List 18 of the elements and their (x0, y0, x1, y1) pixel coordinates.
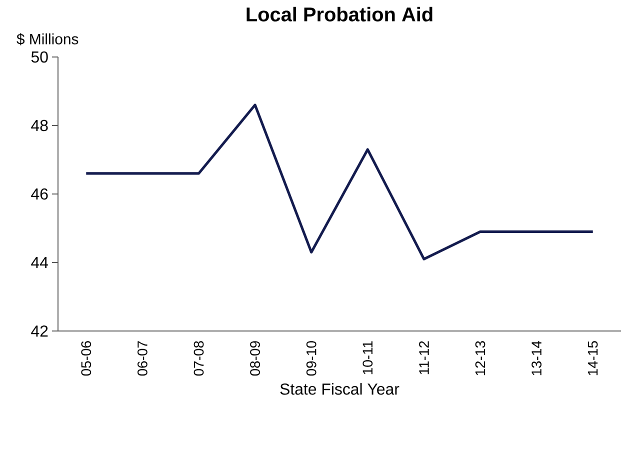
y-tick-label: 48 (31, 120, 48, 132)
y-tick-label: 44 (31, 257, 48, 268)
x-tick-label: 05-06 (81, 341, 92, 376)
x-tick-label: 13-14 (532, 340, 542, 376)
x-tick-label: 09-10 (306, 341, 316, 376)
chart-title: Local Probation Aid (246, 6, 432, 22)
x-tick-label: 06-07 (138, 341, 148, 376)
x-tick-label: 07-08 (194, 341, 204, 376)
y-tick-label: 42 (31, 325, 48, 337)
y-tick-label: 50 (31, 51, 48, 63)
x-axis-title: State Fiscal Year (280, 383, 400, 395)
x-tick-label: 12-13 (475, 341, 486, 376)
y-tick-label: 46 (31, 188, 48, 200)
x-tick-label: 08-09 (250, 341, 260, 376)
x-tick-label: 11-12 (419, 341, 429, 374)
x-tick-label: 14-15 (588, 341, 598, 376)
x-tick-label: 10-11 (362, 341, 373, 374)
y-axis-title: $ Millions (16, 33, 78, 46)
